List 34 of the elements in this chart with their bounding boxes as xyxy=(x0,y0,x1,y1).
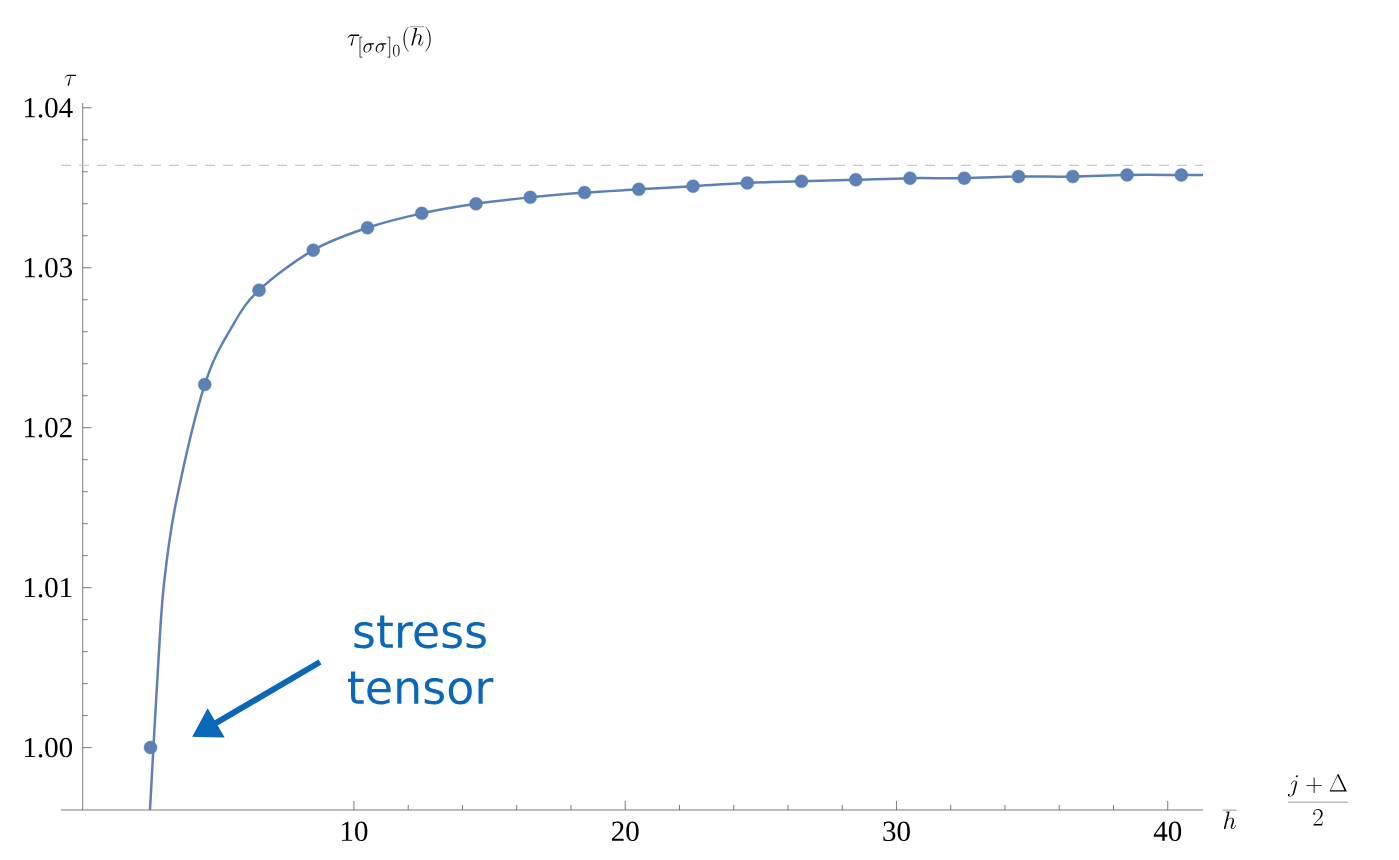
point xyxy=(632,182,646,197)
point xyxy=(957,171,971,185)
y-tick-label: 1.01 xyxy=(24,577,72,598)
x-tick-label: 40 xyxy=(1153,821,1182,842)
point xyxy=(794,174,809,189)
point xyxy=(306,243,320,257)
y-tick-label: 1.03 xyxy=(24,257,73,278)
point xyxy=(577,185,592,200)
point xyxy=(903,171,917,185)
point xyxy=(1174,168,1188,182)
point xyxy=(143,740,158,755)
point xyxy=(360,221,375,235)
chart-title: $\tau_{[\sigma\sigma]_0}(\overline{h})$ xyxy=(347,26,431,58)
y-tick-label: 1.02 xyxy=(24,417,72,438)
point xyxy=(198,377,212,392)
x-tick-label: 30 xyxy=(883,821,910,842)
y-tick-label: 1.00 xyxy=(24,737,73,758)
point xyxy=(740,176,754,190)
point xyxy=(469,197,483,211)
point xyxy=(252,283,266,297)
x-axis-title: $\overline{h}$ xyxy=(1222,810,1237,830)
y-axis-title: $\tau$ xyxy=(64,74,77,86)
point xyxy=(1011,169,1026,184)
point xyxy=(523,190,537,205)
y-tick-label: 1.04 xyxy=(24,97,73,118)
point xyxy=(686,179,700,193)
x-tick-label: 10 xyxy=(342,821,368,842)
point xyxy=(415,206,429,221)
annotation: stress tensor xyxy=(347,615,494,705)
point xyxy=(1120,168,1134,182)
x-tick-label: 20 xyxy=(611,821,639,842)
point xyxy=(849,173,863,187)
point xyxy=(1066,169,1080,184)
x2-axis-title: $\frac{j+\Delta}{2}$ xyxy=(1287,773,1348,826)
